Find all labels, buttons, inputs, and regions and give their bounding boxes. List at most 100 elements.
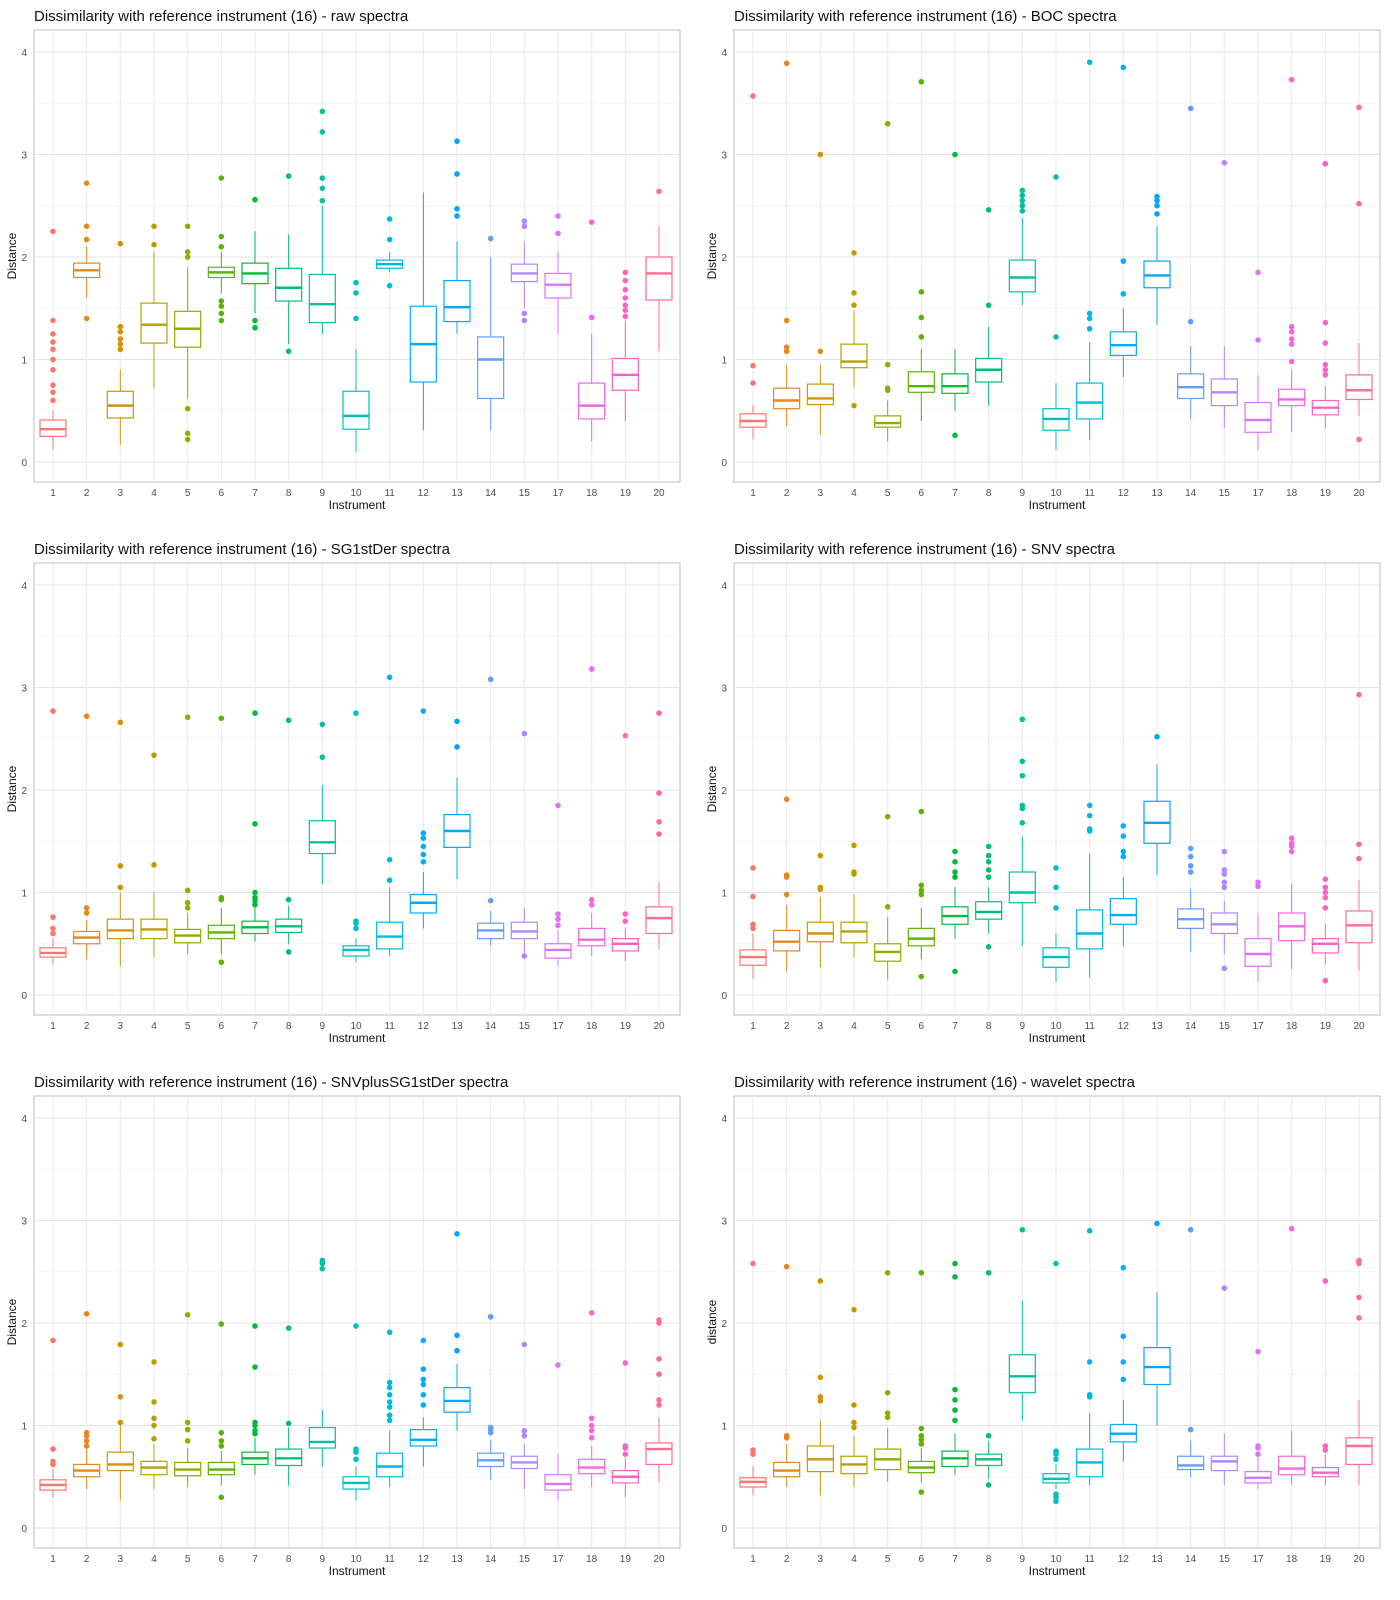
box-group bbox=[1076, 802, 1104, 978]
box-iqr bbox=[1177, 1455, 1205, 1471]
x-tick-label: 4 bbox=[151, 1554, 157, 1565]
outlier-point bbox=[184, 436, 191, 443]
outlier-point bbox=[1322, 905, 1329, 911]
outlier-point bbox=[918, 808, 925, 815]
plot-area bbox=[733, 562, 1381, 1016]
outlier-point bbox=[50, 389, 56, 396]
outlier-point bbox=[1255, 1451, 1261, 1457]
box-group bbox=[73, 713, 101, 960]
y-tick-label: 1 bbox=[721, 889, 727, 900]
x-tick-label: 18 bbox=[1286, 1554, 1298, 1565]
outlier-point bbox=[884, 1269, 891, 1276]
outlier-point bbox=[952, 1407, 958, 1413]
outlier-point bbox=[252, 894, 258, 901]
box-group bbox=[1244, 879, 1272, 982]
box-group bbox=[739, 865, 767, 979]
x-axis-title: Instrument bbox=[329, 498, 386, 512]
outlier-point bbox=[817, 1278, 824, 1284]
box-group bbox=[443, 138, 471, 334]
y-tick-label: 1 bbox=[721, 1422, 727, 1433]
outlier-point bbox=[1019, 820, 1026, 826]
outlier-point bbox=[588, 219, 595, 225]
box-group bbox=[308, 1257, 336, 1467]
outlier-point bbox=[319, 1257, 326, 1264]
x-tick-label: 18 bbox=[586, 488, 598, 499]
y-tick-label: 3 bbox=[721, 684, 727, 695]
outlier-point bbox=[750, 362, 756, 369]
box-group bbox=[1042, 1260, 1070, 1505]
outlier-point bbox=[1255, 337, 1261, 343]
outlier-point bbox=[184, 714, 191, 721]
x-tick-label: 14 bbox=[485, 1554, 497, 1565]
outlier-point bbox=[884, 813, 891, 820]
outlier-point bbox=[117, 1394, 124, 1400]
outlier-point bbox=[555, 213, 561, 219]
box-group bbox=[773, 60, 801, 427]
x-tick-label: 9 bbox=[320, 488, 326, 499]
outlier-point bbox=[884, 385, 891, 392]
outlier-point bbox=[750, 893, 756, 900]
outlier-point bbox=[117, 341, 124, 347]
outlier-point bbox=[783, 891, 790, 898]
outlier-point bbox=[117, 329, 124, 335]
box-group bbox=[1042, 865, 1070, 982]
box-group bbox=[1278, 76, 1306, 433]
box-group bbox=[874, 1269, 902, 1482]
x-tick-label: 13 bbox=[451, 1554, 463, 1565]
box-iqr bbox=[106, 918, 134, 940]
box-group bbox=[39, 1337, 67, 1498]
outlier-point bbox=[622, 287, 629, 293]
x-tick-label: 11 bbox=[1084, 1554, 1095, 1565]
outlier-point bbox=[1154, 193, 1160, 200]
outlier-point bbox=[1288, 840, 1295, 847]
box-group bbox=[140, 1359, 168, 1490]
box-iqr bbox=[477, 336, 505, 400]
box-iqr bbox=[443, 279, 471, 323]
box-group bbox=[1311, 1278, 1339, 1485]
box-group bbox=[645, 1317, 673, 1482]
outlier-point bbox=[353, 710, 359, 716]
outlier-point bbox=[1086, 59, 1093, 66]
outlier-point bbox=[151, 1415, 157, 1422]
outlier-point bbox=[1322, 889, 1329, 896]
box-group bbox=[1008, 716, 1036, 946]
x-tick-label: 4 bbox=[151, 488, 157, 499]
box-group bbox=[376, 1329, 404, 1487]
outlier-point bbox=[1154, 211, 1160, 217]
outlier-point bbox=[1221, 867, 1228, 873]
outlier-point bbox=[521, 223, 528, 230]
y-tick-label: 4 bbox=[721, 581, 727, 592]
x-tick-label: 12 bbox=[1118, 1554, 1130, 1565]
box-iqr bbox=[578, 927, 606, 947]
box-group bbox=[806, 852, 834, 968]
x-tick-label: 9 bbox=[320, 1554, 326, 1565]
box-iqr bbox=[645, 906, 673, 935]
x-tick-label: 5 bbox=[185, 1021, 191, 1032]
outlier-point bbox=[218, 1438, 225, 1444]
box-group bbox=[1008, 1226, 1036, 1421]
outlier-point bbox=[884, 1389, 891, 1396]
outlier-point bbox=[151, 862, 157, 868]
outlier-point bbox=[783, 344, 790, 351]
outlier-point bbox=[750, 93, 756, 99]
y-tick-label: 2 bbox=[21, 786, 27, 797]
outlier-point bbox=[1053, 1456, 1059, 1463]
x-tick-label: 7 bbox=[952, 488, 958, 499]
panel-raw: Dissimilarity with reference instrument … bbox=[0, 0, 700, 533]
box-group bbox=[342, 710, 370, 963]
outlier-point bbox=[454, 744, 460, 750]
y-tick-label: 4 bbox=[21, 48, 27, 59]
outlier-point bbox=[783, 1432, 790, 1439]
outlier-point bbox=[454, 138, 460, 144]
box-group bbox=[477, 235, 505, 431]
x-tick-label: 2 bbox=[784, 1554, 790, 1565]
x-tick-label: 14 bbox=[1185, 488, 1197, 499]
outlier-point bbox=[487, 235, 494, 242]
outlier-point bbox=[1322, 319, 1329, 326]
x-tick-label: 4 bbox=[851, 1554, 857, 1565]
outlier-point bbox=[83, 1438, 90, 1444]
outlier-point bbox=[1356, 200, 1362, 207]
x-tick-label: 13 bbox=[1151, 488, 1163, 499]
y-tick-label: 3 bbox=[21, 1217, 27, 1228]
